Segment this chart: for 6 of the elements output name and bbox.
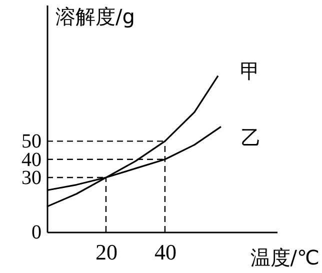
series-label: 乙: [240, 126, 261, 150]
series-label: 甲: [240, 58, 260, 83]
x-tick-label: 20: [95, 240, 118, 264]
y-axis-title: 溶解度/g: [56, 4, 135, 28]
x-axis-title: 温度/℃: [250, 246, 320, 270]
y-tick-label: 0: [32, 222, 42, 244]
